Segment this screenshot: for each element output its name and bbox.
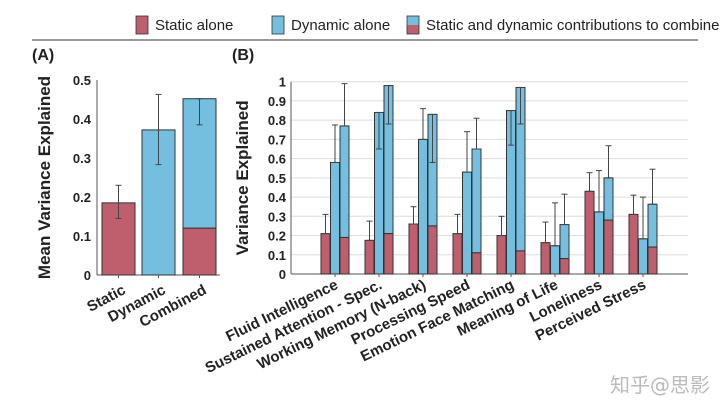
y-tick-label: 1	[279, 75, 286, 90]
legend-swatch-border	[406, 15, 420, 35]
bar-dynamic	[462, 171, 472, 275]
legend-swatch-static	[135, 15, 149, 35]
bar-dynamic	[330, 161, 340, 275]
bar-combined-dynamic	[559, 224, 570, 260]
y-tick-label: 0.3	[73, 151, 91, 166]
y-axis-title: Mean Variance Explained	[35, 76, 54, 279]
y-tick-label: 0	[84, 268, 91, 283]
bar-combined-static	[471, 252, 482, 275]
legend-swatch-dynamic	[271, 15, 285, 35]
y-tick-label: 0.3	[268, 209, 286, 224]
y-tick-label: 0.2	[73, 190, 91, 205]
y-tick-label: 0.1	[73, 229, 91, 244]
bar-combined-static	[515, 250, 526, 275]
bar-dynamic	[418, 138, 428, 275]
y-tick-label: 0.5	[73, 73, 91, 88]
y-tick-label: 0.8	[268, 113, 286, 128]
bar-combined-static	[559, 258, 570, 275]
bar-static	[584, 190, 595, 275]
y-tick-label: 0	[279, 267, 286, 282]
bar-combined-dynamic	[339, 125, 350, 238]
y-tick-label: 0.4	[73, 112, 92, 127]
bar-combined-dynamic	[603, 177, 614, 221]
y-tick-label: 0.5	[268, 171, 286, 186]
bar-combined-static	[647, 246, 658, 275]
panel-b-label: (B)	[232, 47, 254, 64]
bar-combined-static	[182, 227, 217, 276]
legend-label: Static and dynamic contributions to comb…	[426, 17, 720, 34]
bar-combined-dynamic	[647, 203, 658, 248]
bar-static	[452, 233, 463, 275]
y-tick-label: 0.7	[268, 132, 286, 147]
bar-combined-static	[339, 236, 350, 275]
bar-static	[628, 213, 639, 275]
bar-static	[540, 242, 551, 275]
bar-combined-static	[383, 233, 394, 275]
bar-combined-dynamic	[471, 148, 482, 254]
bar-combined-static	[603, 219, 614, 275]
bar-combined-static	[427, 225, 438, 275]
panel-a-label: (A)	[32, 47, 54, 64]
y-axis-title: Variance Explained	[233, 100, 252, 255]
panel-b-chart: 0 0.1 0.2 0.3 0.4 0.5 0.6 0.7 0.8 0.9 1 Variance Ex…	[203, 75, 688, 377]
bar-static	[364, 239, 375, 275]
bar-static	[496, 235, 507, 275]
legend-label: Static alone	[155, 17, 233, 34]
y-tick-label: 0.2	[268, 229, 286, 244]
legend-swatch-bottom	[407, 25, 419, 34]
bar-dynamic	[594, 211, 604, 275]
legend-swatch-top	[407, 16, 419, 25]
watermark: 知乎@思影	[610, 373, 710, 397]
y-tick-label: 0.6	[268, 152, 286, 167]
bar-static	[408, 223, 419, 275]
bar-static	[320, 233, 331, 275]
legend: Static alone Dynamic alone Static and dyna…	[135, 15, 720, 35]
bar-dynamic	[550, 245, 560, 275]
legend-label: Dynamic alone	[291, 17, 390, 34]
bar-dynamic	[638, 238, 648, 275]
y-tick-label: 0.4	[268, 190, 287, 205]
y-tick-label: 0.9	[268, 94, 286, 109]
y-tick-label: 0.1	[268, 248, 286, 263]
